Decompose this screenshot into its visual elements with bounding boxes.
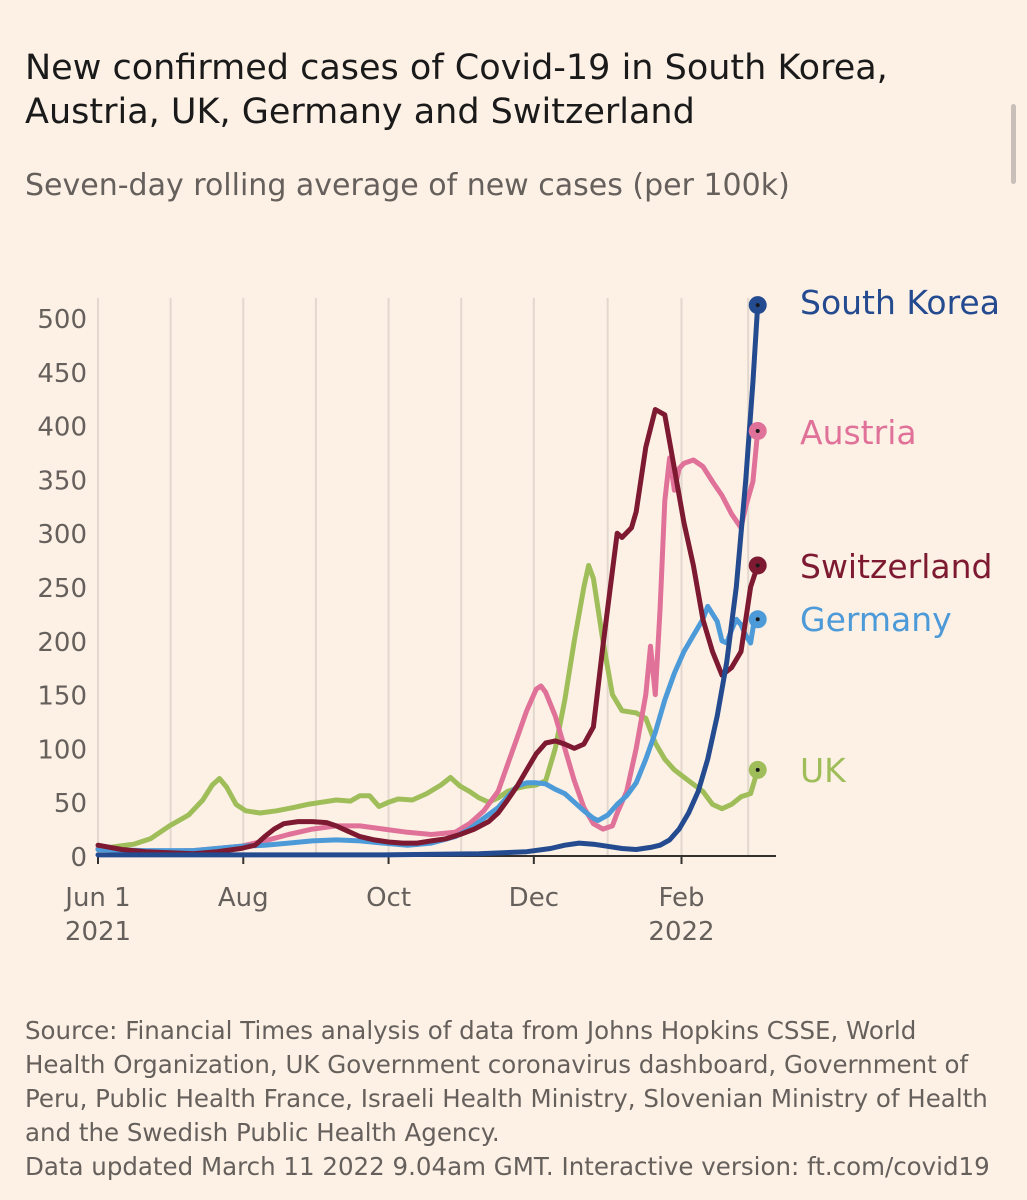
x-tick-sublabel-0: 2021 <box>65 917 131 947</box>
x-tick-label-1: Aug <box>218 883 269 913</box>
series-lines <box>95 302 761 858</box>
y-tick-label-100: 100 <box>37 735 87 765</box>
y-tick-label-450: 450 <box>37 359 87 389</box>
grid-lines <box>97 298 750 856</box>
x-tick-label-3: Dec <box>509 883 559 913</box>
y-tick-label-350: 350 <box>37 466 87 496</box>
y-tick-label-200: 200 <box>37 628 87 658</box>
series-line-switzerland <box>95 407 761 857</box>
source-note: Source: Financial Times analysis of data… <box>25 1014 1000 1184</box>
y-tick-label-500: 500 <box>37 305 87 335</box>
chart-subtitle: Seven-day rolling average of new cases (… <box>25 168 790 203</box>
series-line-south-korea <box>95 302 761 858</box>
series-end-dot-center-germany <box>755 617 760 622</box>
y-tick-label-250: 250 <box>37 574 87 604</box>
series-line-uk <box>95 563 761 852</box>
data-updated-text: Data updated March 11 2022 9.04am GMT. I… <box>25 1152 990 1181</box>
y-tick-label-0: 0 <box>70 843 87 873</box>
series-label-switzerland: Switzerland <box>800 547 993 586</box>
y-tick-label-400: 400 <box>37 413 87 443</box>
series-label-uk: UK <box>800 751 847 790</box>
chart-title: New confirmed cases of Covid-19 in South… <box>25 48 888 132</box>
y-tick-label-50: 50 <box>54 789 87 819</box>
x-tick-label-4: Feb <box>658 883 704 913</box>
series-label-germany: Germany <box>800 600 952 639</box>
scrollbar[interactable] <box>1011 104 1016 184</box>
series-end-dot-center-austria <box>755 428 760 433</box>
y-axis: 0 50 100 150 200 250 300 350 400 450 500 <box>37 305 87 873</box>
series-line-germany <box>95 603 761 854</box>
series-endpoints: UK Austria Germany Switzerland South Korea <box>748 283 1000 790</box>
source-text: Source: Financial Times analysis of data… <box>25 1016 988 1147</box>
series-end-dot-center-south-korea <box>755 303 760 308</box>
x-tick-label-2: Oct <box>366 883 411 913</box>
y-tick-label-300: 300 <box>37 520 87 550</box>
series-label-south-korea: South Korea <box>800 283 1000 322</box>
x-tick-sublabel-4: 2022 <box>648 917 714 947</box>
y-tick-label-150: 150 <box>37 682 87 712</box>
series-label-austria: Austria <box>800 413 917 452</box>
x-axis: Jun 1 2021 Aug Oct Dec Feb 2022 <box>63 855 776 947</box>
series-end-dot-center-switzerland <box>755 563 760 568</box>
x-tick-label-0: Jun 1 <box>63 883 130 913</box>
series-end-dot-center-uk <box>755 767 760 772</box>
series-line-austria <box>95 428 761 855</box>
line-chart: 0 50 100 150 200 250 300 350 400 450 500 Jun 1 2021… <box>37 283 1000 947</box>
